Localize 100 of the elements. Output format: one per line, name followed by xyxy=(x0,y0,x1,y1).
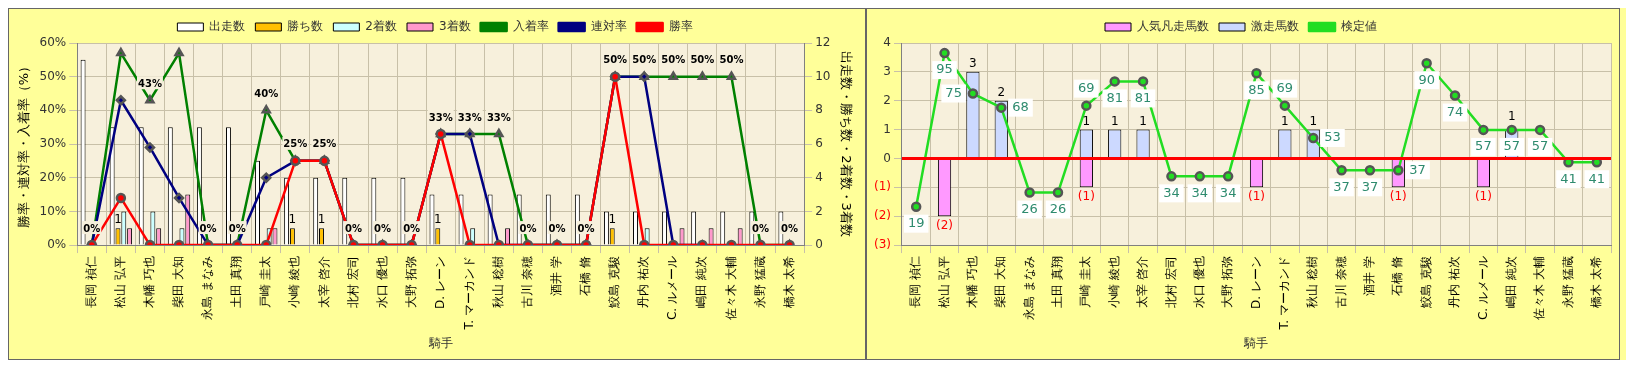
data-label: 0% xyxy=(519,222,537,234)
x-tick-label: T. マーカンド xyxy=(1276,256,1291,331)
legend-label: 出走数 xyxy=(209,19,246,34)
y-tick-label: 1 xyxy=(883,121,891,136)
x-axis-title: 騎手 xyxy=(427,335,453,350)
data-label: 25% xyxy=(283,138,308,150)
data-label: 1 xyxy=(1082,113,1091,128)
x-tick-label: D. レーン xyxy=(1248,256,1263,309)
data-label: 81 xyxy=(1134,89,1152,105)
data-label: 2 xyxy=(997,84,1006,99)
data-label: 0% xyxy=(548,222,566,234)
y2-tick-label: 12 xyxy=(815,35,831,50)
y-tick-label: (2) xyxy=(874,208,891,223)
data-label: 1 xyxy=(317,212,326,227)
legend-label: 連対率 xyxy=(590,19,627,34)
data-label: 0% xyxy=(199,222,217,234)
data-label: 34 xyxy=(1219,184,1237,200)
x-tick-label: 土田 真翔 xyxy=(1050,256,1065,308)
data-label: 1 xyxy=(433,212,442,227)
data-label: 85 xyxy=(1248,81,1265,97)
x-tick-label: 北村 宏司 xyxy=(1163,256,1178,308)
data-label: 40% xyxy=(254,87,279,99)
x-tick-label: 鮫島 克駿 xyxy=(1418,256,1433,308)
x-tick-label: 太宰 啓介 xyxy=(1135,256,1150,308)
data-label: 75 xyxy=(945,84,962,100)
y2-tick-label: 8 xyxy=(815,102,823,117)
y-tick-label: 60% xyxy=(39,35,67,50)
x-tick-label: 石橋 脩 xyxy=(1390,256,1405,296)
x-tick-label: 松山 弘平 xyxy=(113,256,128,308)
x-tick-label: 水口 優也 xyxy=(374,256,389,308)
x-tick-label: 丹内 祐次 xyxy=(636,256,651,308)
data-label: 69 xyxy=(1078,80,1095,96)
x-tick-label: 嶋田 純次 xyxy=(1503,256,1518,308)
data-label: 1 xyxy=(1309,113,1318,128)
data-label: (1) xyxy=(1474,189,1492,204)
legend-label: 激走馬数 xyxy=(1251,19,1299,34)
x-tick-label: 柴田 大知 xyxy=(171,256,186,308)
legend-label: 勝率 xyxy=(668,19,693,34)
y-tick-label: 4 xyxy=(883,35,891,50)
data-label: 95 xyxy=(936,61,953,77)
data-label: (1) xyxy=(1077,189,1095,204)
data-label: 34 xyxy=(1163,184,1180,200)
data-label: 37 xyxy=(1333,178,1350,194)
data-label: 26 xyxy=(1049,200,1067,216)
data-label: 50% xyxy=(661,54,686,66)
x-tick-label: 大野 拓弥 xyxy=(1220,256,1235,308)
data-label: 81 xyxy=(1106,89,1123,105)
data-label: 41 xyxy=(1560,170,1577,186)
y-tick-label: (3) xyxy=(874,237,891,252)
y-tick-label: 30% xyxy=(39,136,67,151)
data-label: 34 xyxy=(1191,184,1209,200)
data-label: 50% xyxy=(632,54,657,66)
data-label: 0% xyxy=(374,222,392,234)
data-label: 0% xyxy=(83,222,101,234)
y2-tick-label: 6 xyxy=(815,136,823,151)
data-label: 1 xyxy=(608,212,617,227)
y-tick-label: 2 xyxy=(883,92,891,107)
data-label: 50% xyxy=(690,54,715,66)
y2-tick-label: 10 xyxy=(815,68,831,83)
x-tick-label: D. レーン xyxy=(432,256,447,309)
x-tick-label: 鮫島 克駿 xyxy=(607,256,622,308)
x-tick-label: C. ルメール xyxy=(1475,256,1490,321)
x-tick-label: 長岡 禎仁 xyxy=(908,256,923,308)
x-tick-label: 佐々木 大輔 xyxy=(1532,256,1547,320)
legend-label: 人気凡走馬数 xyxy=(1137,19,1209,34)
data-label: 0% xyxy=(781,222,799,234)
x-tick-label: T. マーカンド xyxy=(461,256,476,331)
x-tick-label: 大野 拓弥 xyxy=(403,256,418,308)
legend-label: 勝ち数 xyxy=(287,19,324,34)
legend-label: 検定値 xyxy=(1341,19,1377,34)
data-label: 1 xyxy=(1110,113,1119,128)
data-label: 37 xyxy=(1361,178,1379,194)
data-label: 0% xyxy=(752,222,770,234)
y-tick-label: 3 xyxy=(883,63,891,78)
x-tick-label: 酒井 学 xyxy=(549,256,564,296)
y2-tick-label: 0 xyxy=(815,237,823,252)
y-tick-label: 0% xyxy=(47,237,67,252)
data-label: 26 xyxy=(1021,200,1038,216)
x-tick-label: 土田 真翔 xyxy=(229,256,244,308)
x-tick-label: 戸崎 圭太 xyxy=(1078,256,1093,308)
x-tick-label: 水口 優也 xyxy=(1191,256,1206,308)
data-label: (2) xyxy=(936,218,954,233)
x-tick-label: 松山 弘平 xyxy=(936,256,951,308)
data-label: 57 xyxy=(1475,138,1492,154)
data-label: 33% xyxy=(428,111,453,123)
x-tick-label: 秋山 稔樹 xyxy=(490,256,505,308)
data-label: 19 xyxy=(907,215,925,231)
x-tick-label: 戸崎 圭太 xyxy=(258,256,273,308)
y-tick-label: 0 xyxy=(883,150,891,165)
y2-tick-label: 4 xyxy=(815,169,823,184)
data-label: 50% xyxy=(603,54,628,66)
data-label: 53 xyxy=(1324,129,1341,145)
x-tick-label: 北村 宏司 xyxy=(345,256,360,308)
data-label: 57 xyxy=(1531,138,1549,154)
data-label: 1 xyxy=(1507,109,1516,124)
data-label: (1) xyxy=(1248,189,1265,204)
data-label: 37 xyxy=(1409,161,1426,177)
data-label: 0% xyxy=(403,222,421,234)
legend-label: 3着数 xyxy=(439,19,471,34)
x-tick-label: 永島 まなみ xyxy=(200,256,215,320)
